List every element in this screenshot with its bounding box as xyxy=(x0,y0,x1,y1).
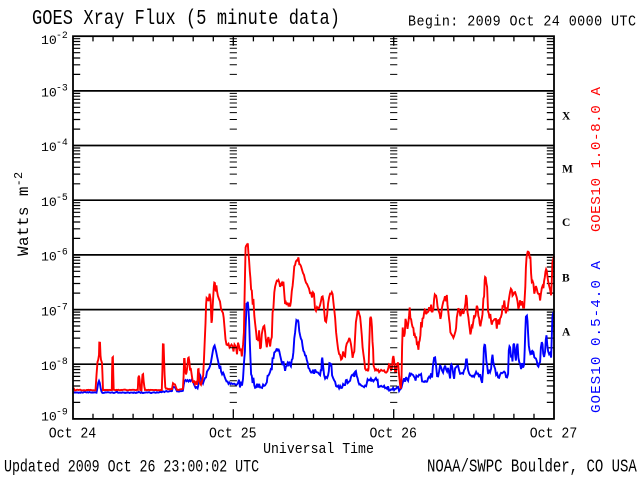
svg-text:-2: -2 xyxy=(56,30,68,41)
svg-text:Oct 25: Oct 25 xyxy=(209,426,256,443)
svg-text:Begin: 2009 Oct 24 0000 UTC: Begin: 2009 Oct 24 0000 UTC xyxy=(408,14,636,31)
svg-text:Oct 27: Oct 27 xyxy=(530,426,577,443)
svg-text:B: B xyxy=(562,273,570,285)
svg-text:-5: -5 xyxy=(56,192,68,203)
svg-text:-6: -6 xyxy=(56,247,68,258)
svg-text:NOAA/SWPC Boulder, CO USA: NOAA/SWPC Boulder, CO USA xyxy=(427,456,637,477)
svg-text:10: 10 xyxy=(41,140,57,155)
svg-text:GOES10 1.0-8.0 A: GOES10 1.0-8.0 A xyxy=(589,87,605,232)
svg-text:M: M xyxy=(562,164,573,176)
svg-text:10: 10 xyxy=(41,304,57,319)
svg-text:Universal Time: Universal Time xyxy=(263,441,374,458)
svg-text:Updated 2009 Oct 26 23:00:02 U: Updated 2009 Oct 26 23:00:02 UTC xyxy=(4,457,259,477)
svg-text:-4: -4 xyxy=(56,137,68,148)
svg-text:Watts m-2: Watts m-2 xyxy=(13,172,33,256)
svg-text:Oct 24: Oct 24 xyxy=(49,426,96,443)
svg-text:10: 10 xyxy=(41,195,57,210)
svg-text:A: A xyxy=(562,327,571,339)
svg-text:-7: -7 xyxy=(56,301,68,312)
svg-text:10: 10 xyxy=(41,33,57,48)
svg-text:C: C xyxy=(562,217,570,229)
svg-text:10: 10 xyxy=(41,86,57,101)
svg-text:-8: -8 xyxy=(56,356,68,367)
svg-text:X: X xyxy=(562,111,571,123)
svg-text:GOES10 0.5-4.0 A: GOES10 0.5-4.0 A xyxy=(589,261,605,413)
svg-text:10: 10 xyxy=(41,410,57,425)
svg-text:-9: -9 xyxy=(56,407,68,418)
svg-text:10: 10 xyxy=(41,359,57,374)
svg-text:Oct 26: Oct 26 xyxy=(369,426,416,443)
svg-text:GOES Xray Flux (5 minute data): GOES Xray Flux (5 minute data) xyxy=(32,6,340,30)
svg-text:10: 10 xyxy=(41,250,57,265)
svg-text:-3: -3 xyxy=(56,83,68,94)
